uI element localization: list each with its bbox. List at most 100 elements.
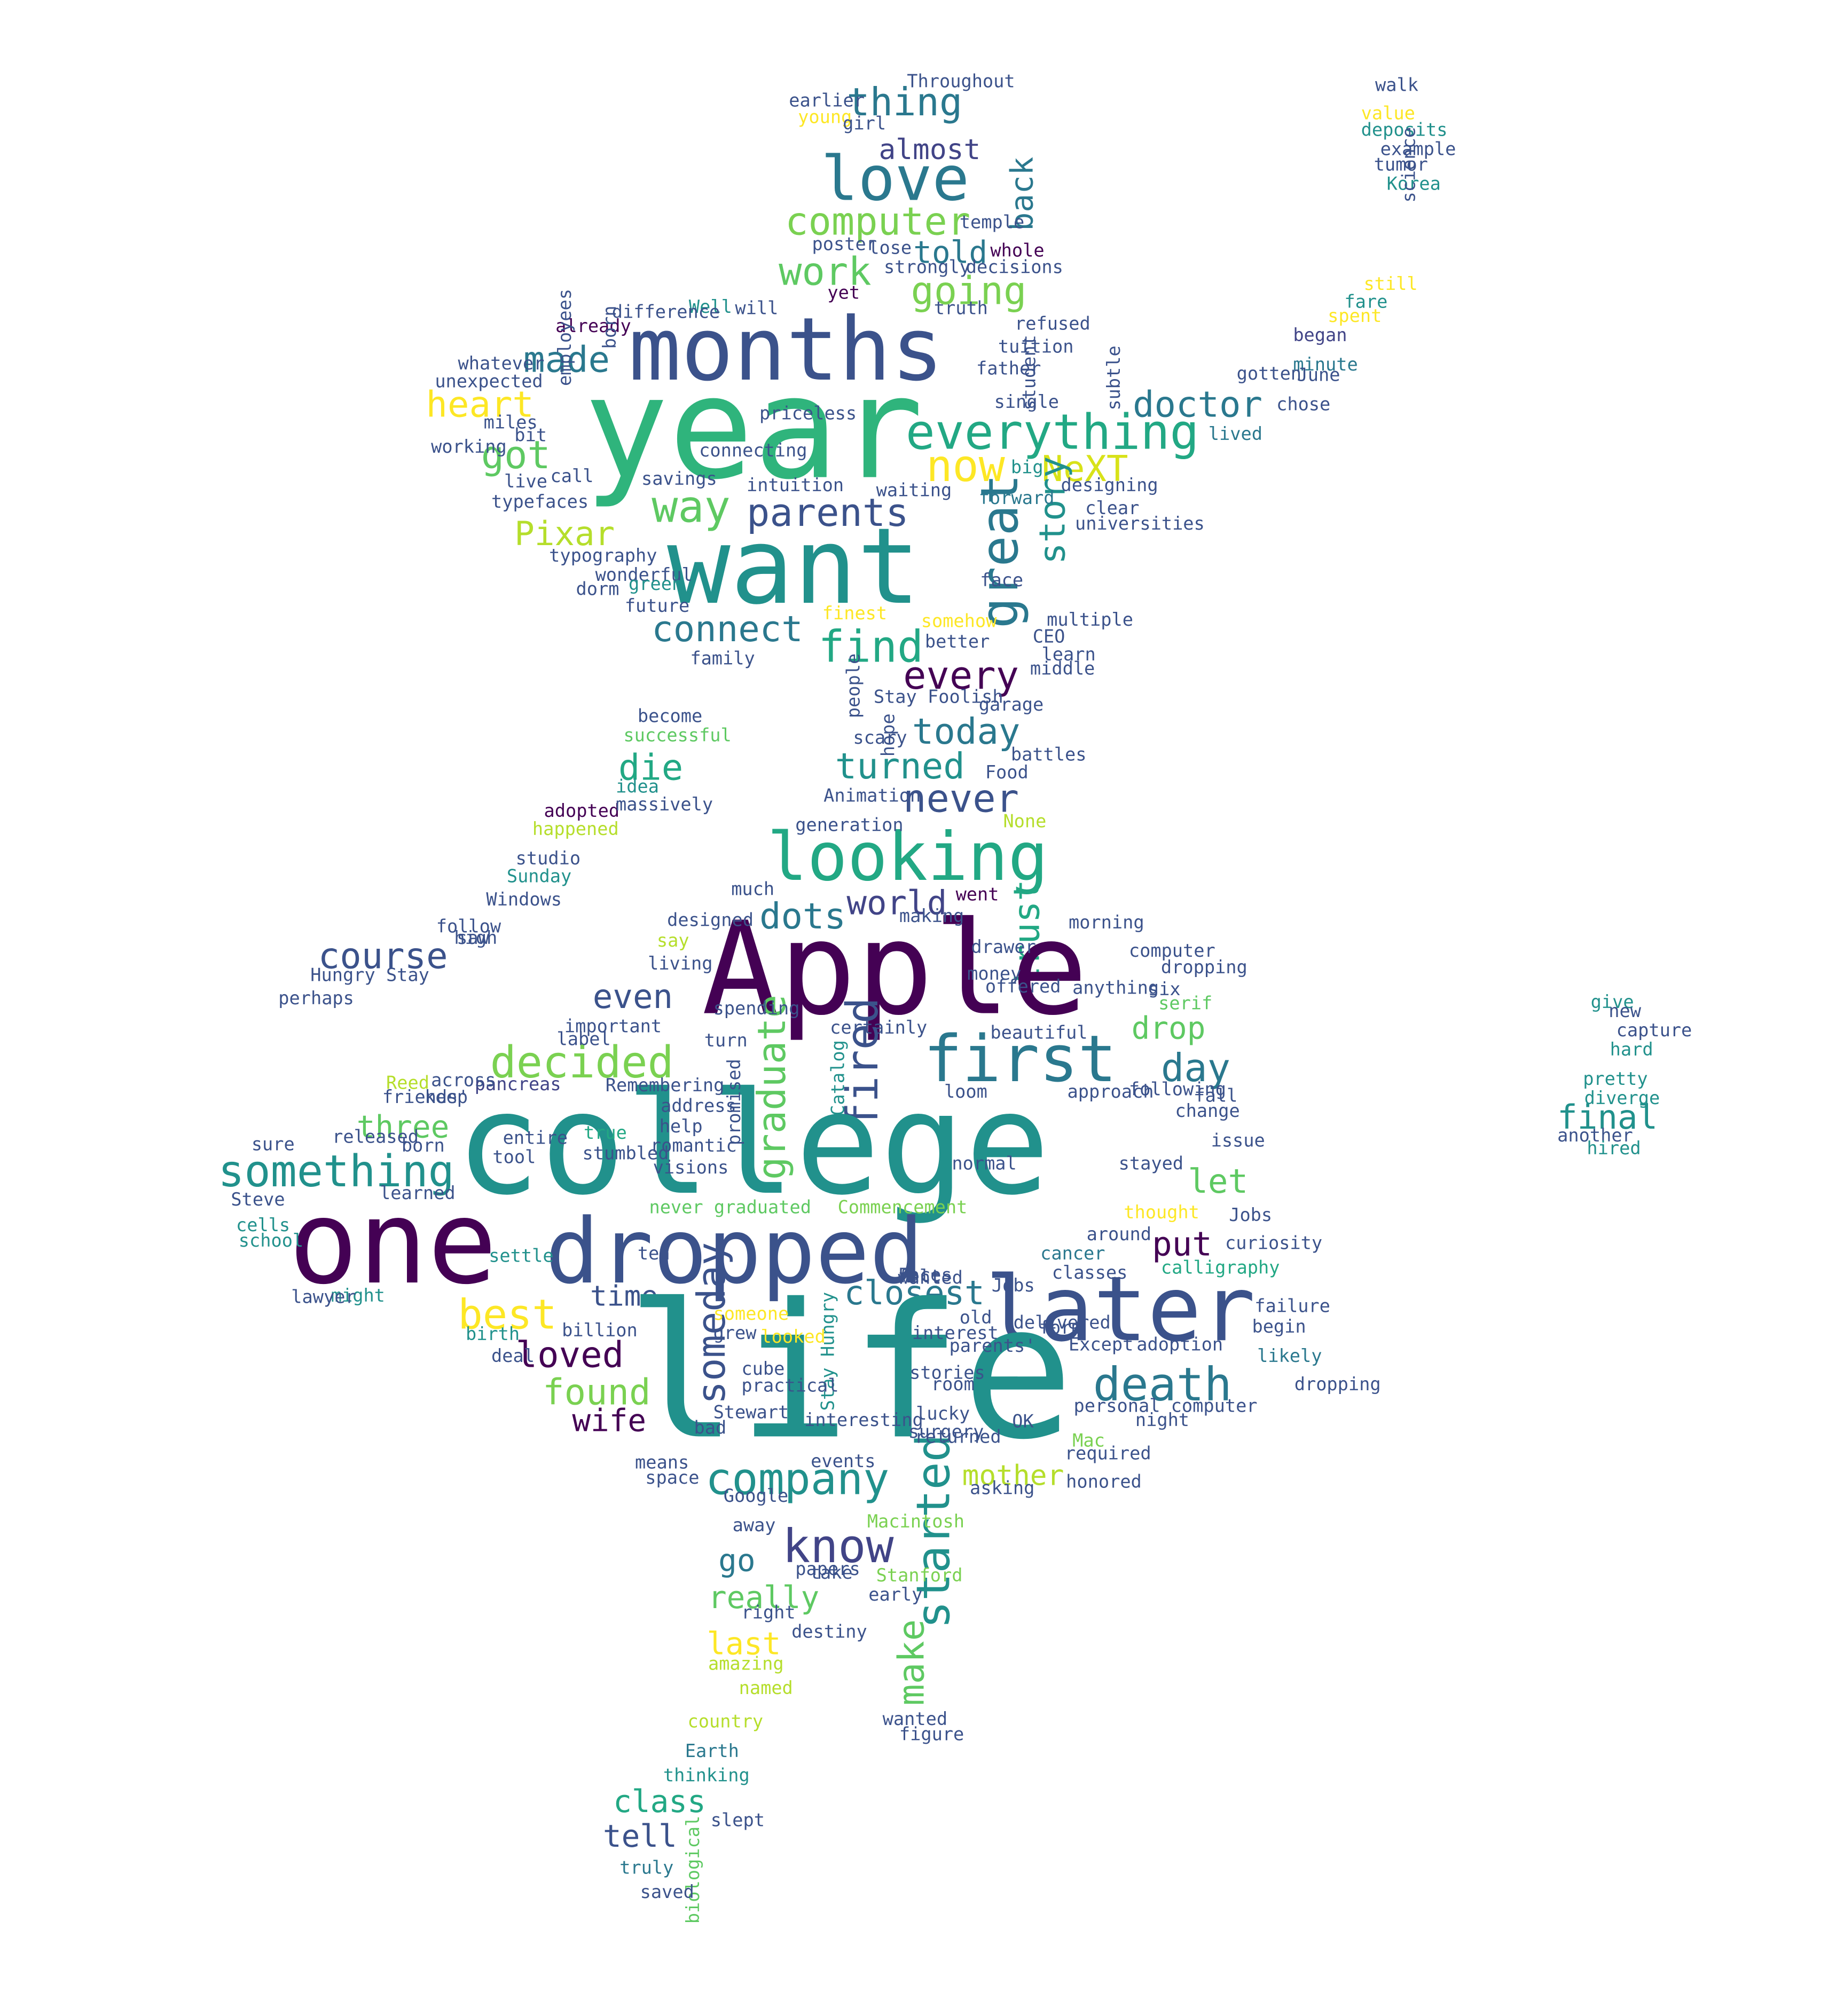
word-cloud-word: still — [1363, 273, 1417, 294]
word-cloud-word: personal computer — [1074, 1396, 1258, 1416]
word-cloud-word: old — [960, 1307, 992, 1328]
word-cloud-word: really — [708, 1579, 819, 1616]
word-cloud-word: know — [782, 1520, 894, 1573]
word-cloud-word: interesting — [804, 1409, 923, 1430]
word-cloud-word: fall — [1194, 1085, 1237, 1106]
word-cloud-word: scary — [853, 727, 907, 748]
word-cloud-word: country — [688, 1711, 764, 1732]
word-cloud-word: new — [1609, 1001, 1641, 1021]
word-cloud-word: follow — [436, 916, 501, 936]
word-cloud-word: classes — [1052, 1262, 1128, 1283]
word-cloud-word: thinking — [663, 1765, 750, 1786]
word-cloud-word: Catalog — [828, 1040, 849, 1116]
word-cloud-word: address — [661, 1096, 736, 1116]
word-cloud-word: intuition — [747, 475, 844, 495]
word-cloud-word: begin — [1252, 1316, 1306, 1337]
word-cloud-word: whole — [990, 240, 1044, 261]
word-cloud-word: mother — [962, 1460, 1064, 1492]
word-cloud-word: story — [1032, 456, 1073, 564]
word-cloud-word: Food — [985, 762, 1029, 783]
word-cloud-word: savings — [641, 468, 717, 489]
word-cloud-word: Commencement — [838, 1196, 968, 1217]
word-cloud-word: want — [667, 506, 920, 628]
word-cloud-word: settle — [489, 1246, 553, 1266]
word-cloud-word: heart — [426, 384, 534, 426]
word-cloud-word: science — [1399, 127, 1419, 203]
word-cloud-word: yet — [827, 282, 860, 303]
word-cloud-word: Well — [689, 296, 732, 317]
word-cloud-word: practical — [741, 1375, 838, 1396]
word-cloud-word: keep — [425, 1086, 468, 1107]
word-cloud-word: student — [1018, 335, 1039, 411]
word-cloud-word: Macintosh — [867, 1511, 964, 1532]
word-cloud-word: space — [645, 1467, 699, 1488]
word-cloud-word: important — [564, 1016, 662, 1037]
word-cloud-word: Jobs — [992, 1275, 1035, 1296]
word-cloud-word: minute — [1293, 354, 1358, 375]
word-cloud-word: dropping — [1161, 957, 1248, 978]
word-cloud-word: Earth — [685, 1741, 739, 1761]
word-cloud-word: lawyer — [291, 1287, 356, 1308]
word-cloud-word: forward — [979, 487, 1055, 508]
word-cloud-word: amazing — [708, 1653, 784, 1674]
word-cloud-word: likely — [1257, 1345, 1322, 1366]
word-cloud-word: going — [911, 268, 1026, 313]
word-cloud-word: form — [1039, 1317, 1082, 1338]
word-cloud-word: even — [593, 977, 673, 1016]
word-cloud-word: chose — [1276, 394, 1330, 415]
word-cloud-word: example — [1380, 139, 1456, 160]
word-cloud-word: today — [912, 711, 1020, 752]
word-cloud-word: multiple — [1047, 609, 1133, 630]
word-cloud-word: Hungry Stay — [310, 965, 429, 986]
word-cloud-word: back — [1004, 157, 1040, 231]
word-cloud-word: early — [868, 1584, 922, 1605]
word-cloud-word: bit — [514, 424, 547, 445]
word-cloud-word: already — [555, 316, 631, 336]
word-cloud-word: offered — [985, 976, 1061, 997]
word-cloud-word: Stanford — [876, 1565, 963, 1586]
word-cloud-word: dropped — [545, 1199, 924, 1304]
word-cloud-word: looking — [767, 818, 1048, 896]
word-cloud-word: interest — [912, 1322, 999, 1343]
word-cloud-word: work — [779, 249, 872, 294]
word-cloud-word: destiny — [791, 1621, 867, 1642]
word-cloud-word: call — [551, 466, 594, 486]
word-cloud-word: birth — [466, 1324, 520, 1344]
word-cloud-word: company — [705, 1454, 889, 1505]
word-cloud-word: somehow — [921, 611, 997, 632]
word-cloud-word: successful — [623, 724, 731, 745]
word-cloud-word: learn — [1042, 644, 1096, 665]
word-cloud-word: young — [798, 107, 852, 128]
word-cloud-word: garage — [979, 694, 1044, 715]
word-cloud-word: let — [1188, 1162, 1248, 1201]
word-cloud-word: truth — [934, 298, 988, 319]
word-cloud-word: college — [456, 1062, 1050, 1226]
word-cloud-word: great — [970, 474, 1030, 628]
word-cloud-word: later — [985, 1257, 1256, 1361]
word-cloud-word: lose — [868, 238, 912, 258]
word-cloud-word: help — [660, 1116, 703, 1137]
word-cloud-word: began — [1293, 325, 1347, 345]
word-cloud-word: high — [454, 927, 497, 948]
word-cloud-word: wife — [572, 1403, 646, 1439]
word-cloud-word: certainly — [830, 1017, 927, 1038]
word-cloud-word: strongly — [884, 257, 970, 278]
word-cloud-word: lucky — [916, 1403, 970, 1424]
word-cloud-word: thought — [1124, 1202, 1199, 1223]
word-cloud-word: billion — [562, 1320, 638, 1341]
word-cloud-word: honored — [1066, 1471, 1142, 1492]
word-cloud-word: failure — [1254, 1295, 1330, 1316]
word-cloud-word: computer — [1129, 940, 1215, 961]
word-cloud-word: now — [926, 441, 1005, 492]
word-cloud-word: approach — [1068, 1081, 1154, 1102]
word-cloud-word: required — [1065, 1443, 1151, 1464]
word-cloud-word: stayed — [1119, 1153, 1183, 1174]
word-cloud-word: working — [431, 436, 507, 457]
word-cloud-word: life — [626, 1264, 1074, 1480]
word-cloud-word: saw — [457, 927, 489, 948]
word-cloud-word: make — [891, 1619, 932, 1706]
word-cloud-word: doctor — [1133, 384, 1262, 426]
word-cloud-word: another — [1557, 1125, 1633, 1146]
word-cloud-word: across — [431, 1070, 496, 1091]
word-cloud-word: middle — [1030, 658, 1095, 679]
